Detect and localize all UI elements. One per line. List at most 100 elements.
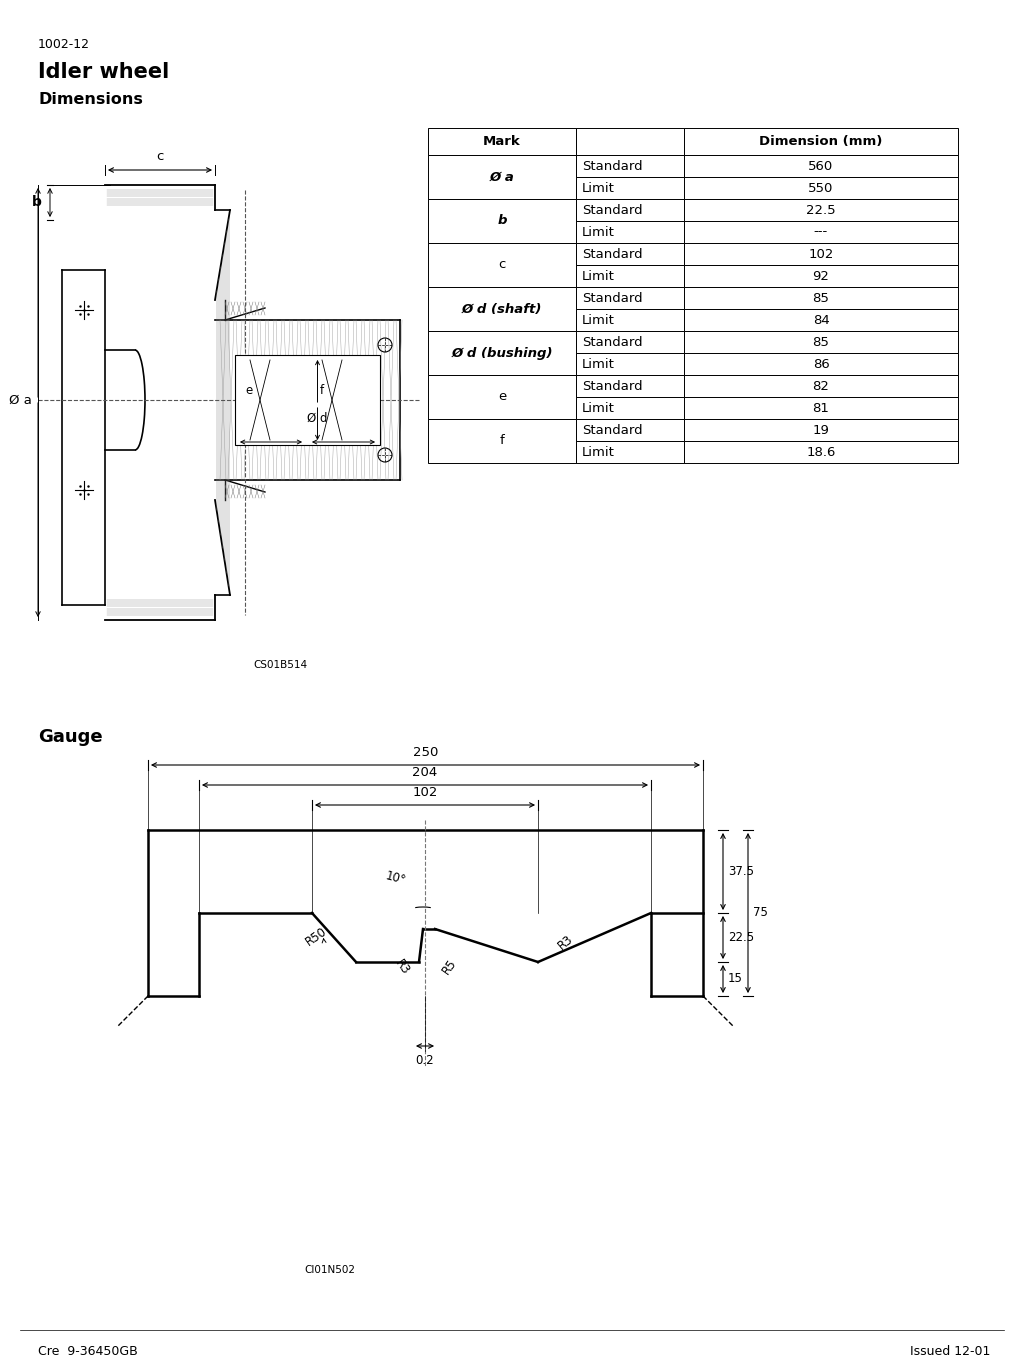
Text: Limit: Limit xyxy=(582,181,614,195)
Text: 550: 550 xyxy=(808,181,834,195)
Text: 81: 81 xyxy=(813,402,829,414)
Bar xyxy=(575,442,684,463)
Text: Standard: Standard xyxy=(582,203,643,217)
Bar xyxy=(684,128,958,155)
Bar xyxy=(234,354,380,444)
Bar xyxy=(575,264,684,288)
Bar xyxy=(428,418,575,463)
Text: b: b xyxy=(498,214,507,228)
Text: Cre  9-36450GB: Cre 9-36450GB xyxy=(38,1345,138,1358)
Text: CI01N502: CI01N502 xyxy=(304,1265,355,1274)
Text: c: c xyxy=(499,259,506,271)
Text: f: f xyxy=(319,383,325,397)
Bar xyxy=(428,375,575,418)
Bar xyxy=(428,243,575,288)
Bar xyxy=(575,397,684,418)
Text: 1002-12: 1002-12 xyxy=(38,38,90,50)
Bar xyxy=(575,199,684,221)
Text: 75: 75 xyxy=(753,906,768,920)
Bar xyxy=(575,309,684,331)
Text: 82: 82 xyxy=(813,379,829,393)
Bar xyxy=(684,199,958,221)
Bar xyxy=(428,288,575,331)
Text: 102: 102 xyxy=(808,248,834,260)
Text: b: b xyxy=(32,195,42,210)
Bar xyxy=(684,243,958,264)
Text: Standard: Standard xyxy=(582,424,643,436)
Bar xyxy=(684,264,958,288)
Text: 85: 85 xyxy=(813,292,829,304)
Text: Standard: Standard xyxy=(582,248,643,260)
Bar xyxy=(684,221,958,243)
Text: Limit: Limit xyxy=(582,225,614,239)
Bar xyxy=(684,397,958,418)
Bar xyxy=(428,331,575,375)
Text: Standard: Standard xyxy=(582,159,643,173)
Bar xyxy=(428,128,575,155)
Text: R5: R5 xyxy=(440,957,460,977)
Bar xyxy=(575,221,684,243)
Bar xyxy=(684,353,958,375)
Text: CS01B514: CS01B514 xyxy=(253,660,307,671)
Text: 86: 86 xyxy=(813,357,829,371)
Text: ---: --- xyxy=(814,225,828,239)
Bar xyxy=(575,128,684,155)
Text: Ø d (bushing): Ø d (bushing) xyxy=(452,346,553,360)
Text: Dimension (mm): Dimension (mm) xyxy=(760,135,883,149)
Bar xyxy=(575,177,684,199)
Text: 102: 102 xyxy=(413,786,437,799)
Text: Ø d (shaft): Ø d (shaft) xyxy=(462,303,542,315)
Text: 250: 250 xyxy=(413,746,438,759)
Text: 22.5: 22.5 xyxy=(728,931,754,945)
Text: Limit: Limit xyxy=(582,270,614,282)
Text: 204: 204 xyxy=(413,766,437,780)
Text: R3: R3 xyxy=(392,957,412,977)
Text: Limit: Limit xyxy=(582,446,614,458)
Bar xyxy=(684,442,958,463)
Bar xyxy=(684,331,958,353)
Text: 19: 19 xyxy=(813,424,829,436)
Text: f: f xyxy=(500,435,505,447)
Bar xyxy=(684,288,958,309)
Text: Gauge: Gauge xyxy=(38,728,102,746)
Text: Limit: Limit xyxy=(582,357,614,371)
Bar xyxy=(684,177,958,199)
Text: 22.5: 22.5 xyxy=(806,203,836,217)
Bar xyxy=(684,309,958,331)
Text: 15: 15 xyxy=(728,972,742,985)
Text: Issued 12-01: Issued 12-01 xyxy=(909,1345,990,1358)
Bar xyxy=(575,353,684,375)
Text: Standard: Standard xyxy=(582,292,643,304)
Bar xyxy=(684,418,958,442)
Text: 85: 85 xyxy=(813,335,829,349)
Text: Standard: Standard xyxy=(582,335,643,349)
Text: 18.6: 18.6 xyxy=(806,446,836,458)
Text: Ø a: Ø a xyxy=(489,170,514,184)
Bar xyxy=(684,155,958,177)
Text: e: e xyxy=(498,391,506,403)
Text: c: c xyxy=(157,150,164,164)
Bar xyxy=(575,243,684,264)
Text: Limit: Limit xyxy=(582,402,614,414)
Bar xyxy=(428,199,575,243)
Text: 0.2: 0.2 xyxy=(416,1054,434,1067)
Text: 10°: 10° xyxy=(384,870,408,887)
Bar xyxy=(428,155,575,199)
Bar xyxy=(575,155,684,177)
Bar xyxy=(575,375,684,397)
Text: e: e xyxy=(245,383,252,397)
Text: 37.5: 37.5 xyxy=(728,866,754,878)
Bar xyxy=(575,288,684,309)
Text: Ø d: Ø d xyxy=(307,412,328,424)
Text: Mark: Mark xyxy=(483,135,521,149)
Text: 560: 560 xyxy=(808,159,834,173)
Text: R3: R3 xyxy=(555,932,575,951)
Text: Limit: Limit xyxy=(582,313,614,327)
Bar xyxy=(575,418,684,442)
Bar xyxy=(575,331,684,353)
Text: 84: 84 xyxy=(813,313,829,327)
Bar xyxy=(684,375,958,397)
Text: Idler wheel: Idler wheel xyxy=(38,61,169,82)
Text: 92: 92 xyxy=(813,270,829,282)
Text: Dimensions: Dimensions xyxy=(38,91,143,108)
